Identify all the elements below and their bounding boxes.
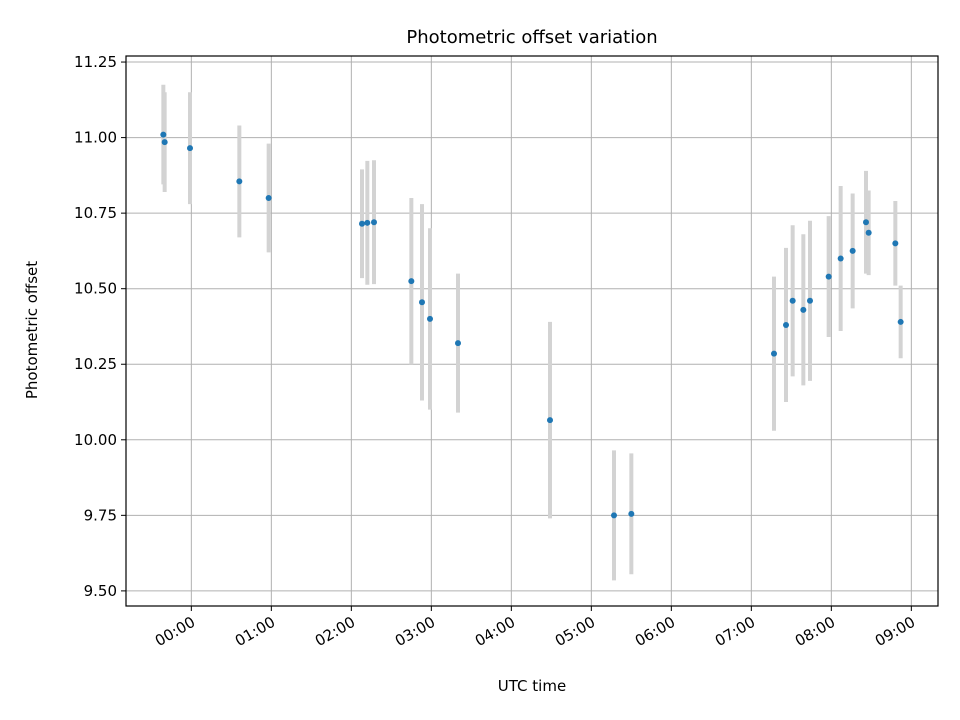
y-tick-label: 10.00 bbox=[74, 431, 117, 449]
data-point bbox=[800, 306, 807, 313]
data-point bbox=[771, 350, 777, 357]
data-point bbox=[611, 512, 617, 519]
data-point bbox=[807, 297, 813, 304]
data-point-layer bbox=[160, 131, 904, 519]
data-point bbox=[789, 297, 796, 304]
data-point bbox=[408, 278, 415, 285]
data-point bbox=[547, 417, 553, 424]
y-axis-title: Photometric offset bbox=[23, 261, 41, 399]
x-axis-title: UTC time bbox=[498, 677, 566, 695]
data-point bbox=[364, 219, 371, 226]
data-point bbox=[161, 139, 168, 146]
data-point bbox=[897, 318, 904, 325]
chart-title: Photometric offset variation bbox=[406, 27, 657, 48]
data-point bbox=[837, 255, 844, 262]
data-point bbox=[419, 299, 425, 306]
data-point bbox=[628, 510, 635, 517]
data-point bbox=[825, 273, 832, 280]
data-point bbox=[187, 145, 193, 152]
data-point bbox=[265, 195, 272, 202]
y-tick-label: 10.75 bbox=[74, 204, 117, 222]
data-point bbox=[849, 247, 856, 254]
y-tick-label: 9.50 bbox=[84, 582, 117, 600]
data-point bbox=[863, 219, 869, 226]
data-point bbox=[236, 178, 243, 185]
data-point bbox=[160, 131, 167, 138]
data-point bbox=[892, 240, 899, 247]
data-point bbox=[865, 229, 872, 236]
y-tick-label: 10.50 bbox=[74, 280, 117, 298]
data-point bbox=[359, 220, 365, 227]
y-tick-label: 11.25 bbox=[74, 53, 117, 71]
data-point bbox=[427, 315, 433, 322]
y-tick-label: 10.25 bbox=[74, 355, 117, 373]
plot-frame bbox=[125, 55, 939, 607]
data-point bbox=[455, 340, 461, 347]
data-point bbox=[371, 219, 377, 226]
y-tick-label: 9.75 bbox=[84, 506, 117, 524]
data-point bbox=[783, 321, 789, 328]
y-tick-label: 11.00 bbox=[74, 129, 117, 147]
